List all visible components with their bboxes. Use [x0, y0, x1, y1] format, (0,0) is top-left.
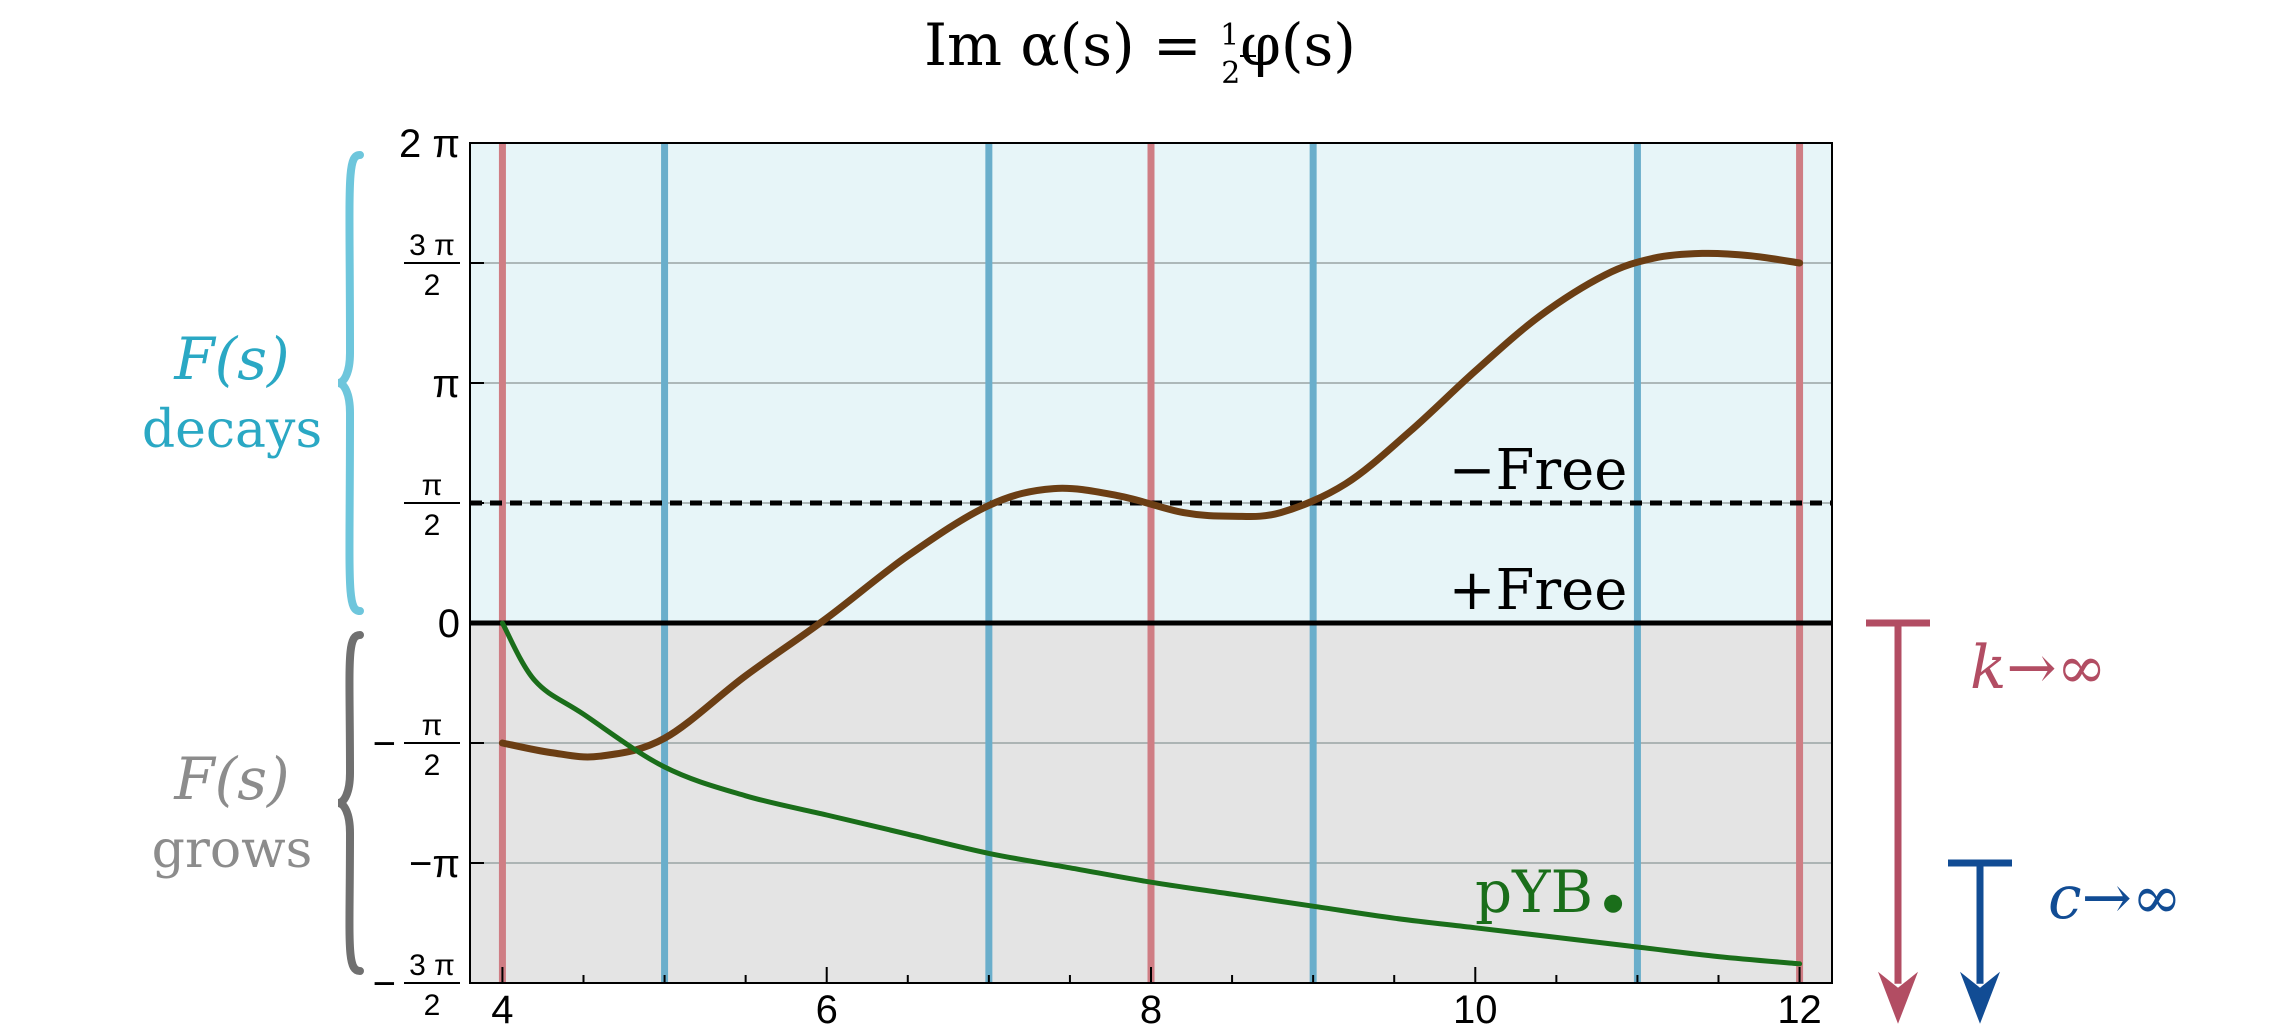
x-tick-label-1: 6 — [816, 988, 838, 1025]
y-tick-den-1: 2 — [424, 269, 441, 302]
reference-line-label-0: −Free — [1449, 438, 1628, 503]
arrow-head-0 — [1878, 971, 1918, 1024]
x-tick-labels: 4 6 8 10 12 — [491, 988, 1822, 1025]
limit-arrows: k→∞c→∞ — [1866, 619, 2182, 1024]
pyb-point — [1604, 894, 1623, 913]
y-tick-den-3: 2 — [424, 509, 441, 542]
arrow-label-variable-0: k — [1970, 633, 2006, 703]
series-line-1 — [499, 620, 1803, 967]
region-label-1: F(s) — [173, 745, 289, 813]
x-tick-label-3: 10 — [1453, 988, 1498, 1025]
region-annotations: F(s) decays F(s) grows — [142, 151, 364, 975]
title-prefix: Im α(s) = — [924, 11, 1220, 79]
y-tick-sign-7: − — [373, 962, 396, 1006]
title-frac-den: 2 — [1221, 56, 1240, 91]
chart-title: Im α(s) = 1 2φ(s) — [924, 11, 1356, 91]
y-tick-num-1: 3 π — [409, 229, 455, 262]
y-tick-label-0: 2 π — [399, 122, 460, 166]
region-brace-0 — [337, 151, 364, 615]
y-tick-sign-5: − — [373, 722, 396, 766]
y-tick-label-4: 0 — [438, 602, 460, 646]
y-tick-den-5: 2 — [424, 749, 441, 782]
arrow-label-1: c→∞ — [2048, 863, 2182, 933]
arrow-label-0: k→∞ — [1970, 633, 2107, 703]
reference-line-label-1: +Free — [1449, 558, 1628, 623]
x-tick-label-2: 8 — [1140, 988, 1162, 1025]
x-tick-label-0: 4 — [491, 988, 513, 1025]
region-brace-1 — [337, 631, 364, 975]
y-tick-num-5: π — [422, 709, 443, 742]
arrow-head-1 — [1960, 971, 2000, 1024]
pyb-label: pYB — [1475, 858, 1593, 926]
region-sublabel-1: grows — [152, 820, 313, 880]
arrow-label-variable-1: c — [2048, 863, 2082, 933]
title-frac-num: 1 — [1220, 18, 1239, 53]
series-line-0 — [498, 249, 1804, 761]
y-tick-num-3: π — [422, 469, 443, 502]
arrow-label-limit-1: →∞ — [2082, 863, 2182, 933]
x-tick-label-4: 12 — [1777, 988, 1822, 1025]
axes — [469, 142, 1833, 984]
series-group: pYB — [498, 249, 1804, 967]
region-sublabel-0: decays — [142, 400, 322, 460]
region-label-0: F(s) — [173, 325, 289, 393]
y-tick-label-6: −π — [409, 842, 460, 886]
y-tick-label-2: π — [432, 362, 460, 406]
vertical-lines — [498, 143, 1804, 983]
arrow-label-limit-0: →∞ — [2006, 633, 2106, 703]
y-tick-num-7: 3 π — [409, 949, 455, 982]
title-suffix: φ(s) — [1240, 11, 1356, 79]
y-tick-den-7: 2 — [424, 989, 441, 1022]
